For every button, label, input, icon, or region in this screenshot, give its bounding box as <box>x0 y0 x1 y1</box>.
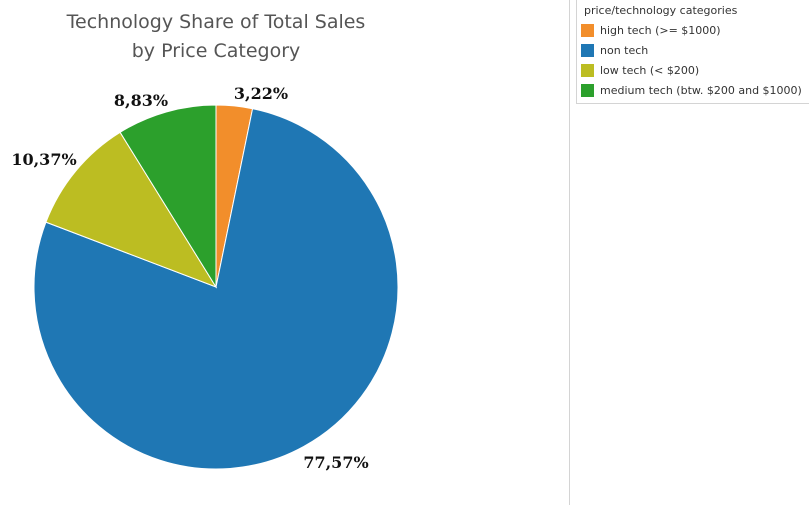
legend-swatch-low-tech <box>581 63 594 77</box>
pie-label-medium-tech: 8,83% <box>114 91 168 110</box>
pie-label-high-tech: 3,22% <box>234 84 288 103</box>
legend-label-medium-tech: medium tech (btw. $200 and $1000) <box>600 83 802 97</box>
chart-area: Technology Share of Total Sales by Price… <box>0 8 432 472</box>
legend-item-high-tech[interactable]: high tech (>= $1000) <box>577 20 809 40</box>
chart-title-line-2: by Price Category <box>131 40 301 62</box>
legend-title: price/technology categories <box>584 4 738 17</box>
pie-slice-non-tech[interactable] <box>33 108 399 470</box>
pie-slice-low-tech[interactable] <box>45 131 218 288</box>
legend-item-low-tech[interactable]: low tech (< $200) <box>577 60 809 80</box>
legend-swatch-high-tech <box>581 23 594 37</box>
panel-divider <box>569 0 570 505</box>
pie-slice-medium-tech[interactable] <box>119 104 217 289</box>
legend-label-non-tech: non tech <box>600 43 649 57</box>
legend-label-low-tech: low tech (< $200) <box>600 63 700 77</box>
chart-title-line-1: Technology Share of Total Sales <box>66 11 366 33</box>
pie-label-non-tech: 77,57% <box>303 453 368 472</box>
legend-swatch-non-tech <box>581 43 594 57</box>
pie-label-low-tech: 10,37% <box>11 150 76 169</box>
pie-chart: 3,22% 77,57% 10,37% 8,83% <box>11 84 399 472</box>
legend-label-high-tech: high tech (>= $1000) <box>600 23 721 37</box>
legend-swatch-medium-tech <box>581 83 594 97</box>
legend: price/technology categories high tech (>… <box>576 0 809 104</box>
legend-item-non-tech[interactable]: non tech <box>577 40 809 60</box>
legend-item-medium-tech[interactable]: medium tech (btw. $200 and $1000) <box>577 80 809 100</box>
chart-title: Technology Share of Total Sales by Price… <box>0 8 432 66</box>
